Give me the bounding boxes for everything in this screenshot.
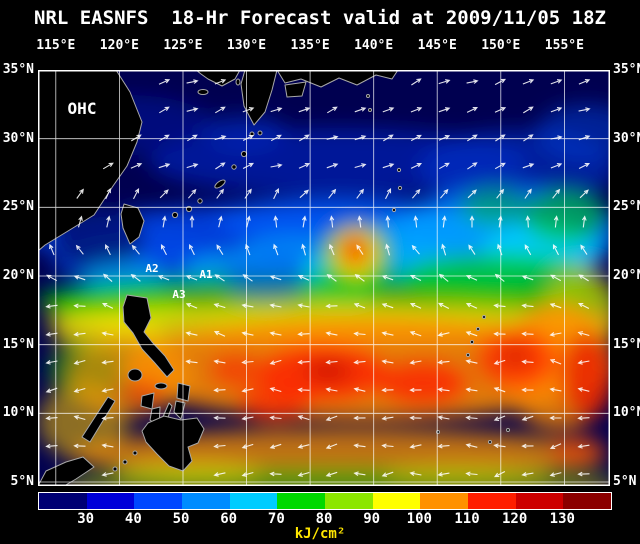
colorbar-segment <box>325 493 373 509</box>
map-area: OHC A1 A2 A3 <box>38 70 610 486</box>
izu-island <box>366 94 370 98</box>
field-label-ohc: OHC <box>68 99 97 118</box>
honshu-coast <box>276 70 399 88</box>
izu-island <box>368 108 372 112</box>
colorbar-tick: 30 <box>77 511 95 527</box>
current-vector-arrows <box>45 78 591 478</box>
china-coast <box>38 70 143 252</box>
colorbar-tick-labels: 30 40 50 60 70 80 90 100 110 120 130 <box>38 511 610 527</box>
lat-label-left: 30°N <box>2 130 34 146</box>
colorbar-tick: 110 <box>454 511 480 527</box>
mariana-island <box>482 315 486 319</box>
lat-label-left: 10°N <box>2 405 34 421</box>
yonaguni-island <box>171 211 179 219</box>
lat-label-right: 30°N <box>613 130 640 146</box>
colorbar-segment <box>563 493 612 509</box>
taiwan <box>120 203 145 245</box>
map-canvas: OHC A1 A2 A3 <box>38 70 610 486</box>
lon-label: 115°E <box>36 38 76 53</box>
lon-label: 125°E <box>163 38 203 53</box>
mariana-island <box>469 339 475 345</box>
miyako-island <box>197 198 203 204</box>
colorbar-tick: 70 <box>267 511 285 527</box>
lon-label: 155°E <box>544 38 584 53</box>
lat-label-right: 15°N <box>613 336 640 352</box>
leyte <box>173 400 186 420</box>
colorbar-segment <box>182 493 230 509</box>
lat-label-right: 35°N <box>613 62 640 77</box>
okinawa-island <box>214 179 226 189</box>
chart-title: NRL EASNFS 18-Hr Forecast valid at 2009/… <box>34 7 606 29</box>
lat-label-left: 25°N <box>2 199 34 215</box>
lat-label-right: 10°N <box>613 405 640 421</box>
annotation-a1: A1 <box>199 268 213 281</box>
ryukyu-island <box>231 164 237 170</box>
colorbar-segment <box>229 493 278 509</box>
shikoku <box>284 81 307 98</box>
lat-label-left: 20°N <box>2 267 34 283</box>
colorbar-segment <box>420 493 469 509</box>
colorbar-segment <box>277 493 326 509</box>
annotation-a2: A2 <box>145 262 158 275</box>
mindanao <box>141 415 205 472</box>
jeju-island <box>197 89 209 95</box>
colorbar-tick: 40 <box>124 511 142 527</box>
small-island <box>488 440 492 444</box>
colorbar-segment <box>515 493 564 509</box>
colorbar-segment <box>86 493 135 509</box>
lon-label: 120°E <box>99 38 139 53</box>
kyushu <box>240 70 278 126</box>
luzon <box>122 294 175 378</box>
ogasawara-island <box>396 167 402 173</box>
masbate <box>154 382 168 390</box>
samar <box>176 382 191 402</box>
ryukyu-island <box>240 150 248 158</box>
colorbar-tick: 80 <box>315 511 333 527</box>
colorbar-tick: 120 <box>502 511 528 527</box>
lat-label-left: 5°N <box>10 473 34 489</box>
ogasawara-island <box>397 185 403 191</box>
colorbar-tick: 130 <box>549 511 575 527</box>
tsushima-island <box>235 78 241 86</box>
colorbar-segment <box>468 493 516 509</box>
sulu-island <box>132 450 138 456</box>
lon-label: 135°E <box>290 38 330 53</box>
map-border <box>38 70 610 486</box>
annotation-a3: A3 <box>172 288 185 301</box>
iwo-island <box>391 207 397 213</box>
lat-label-left: 15°N <box>2 336 34 352</box>
colorbar-unit-label: kJ/cm² <box>294 526 346 542</box>
tanegashima-island <box>257 130 263 136</box>
lat-label-right: 20°N <box>613 267 640 283</box>
lon-label: 130°E <box>226 38 267 53</box>
sulu-island <box>122 459 128 465</box>
colorbar <box>38 492 612 510</box>
lon-label: 145°E <box>417 38 457 53</box>
lon-label: 140°E <box>354 38 394 53</box>
station-annotations: A1 A2 A3 <box>145 262 213 301</box>
mindoro <box>127 368 143 382</box>
small-island <box>506 428 510 432</box>
colorbar-segment <box>134 493 183 509</box>
colorbar-tick: 100 <box>406 511 432 527</box>
lon-label: 150°E <box>481 38 521 53</box>
korea-peninsula <box>195 70 241 87</box>
panay <box>140 392 155 410</box>
lat-label-left: 35°N <box>2 62 34 77</box>
palawan <box>81 396 116 443</box>
colorbar-segment <box>39 493 87 509</box>
colorbar-tick: 90 <box>363 511 381 527</box>
sulu-island <box>112 466 118 472</box>
landmasses <box>38 70 510 486</box>
colorbar-tick: 50 <box>172 511 190 527</box>
lat-label-right: 25°N <box>613 199 640 215</box>
mariana-island <box>476 327 480 331</box>
colorbar-tick: 60 <box>220 511 238 527</box>
vector-arrows-path <box>45 78 591 478</box>
mariana-island <box>466 353 470 357</box>
lat-label-right: 5°N <box>613 473 637 489</box>
colorbar-segment <box>372 493 421 509</box>
